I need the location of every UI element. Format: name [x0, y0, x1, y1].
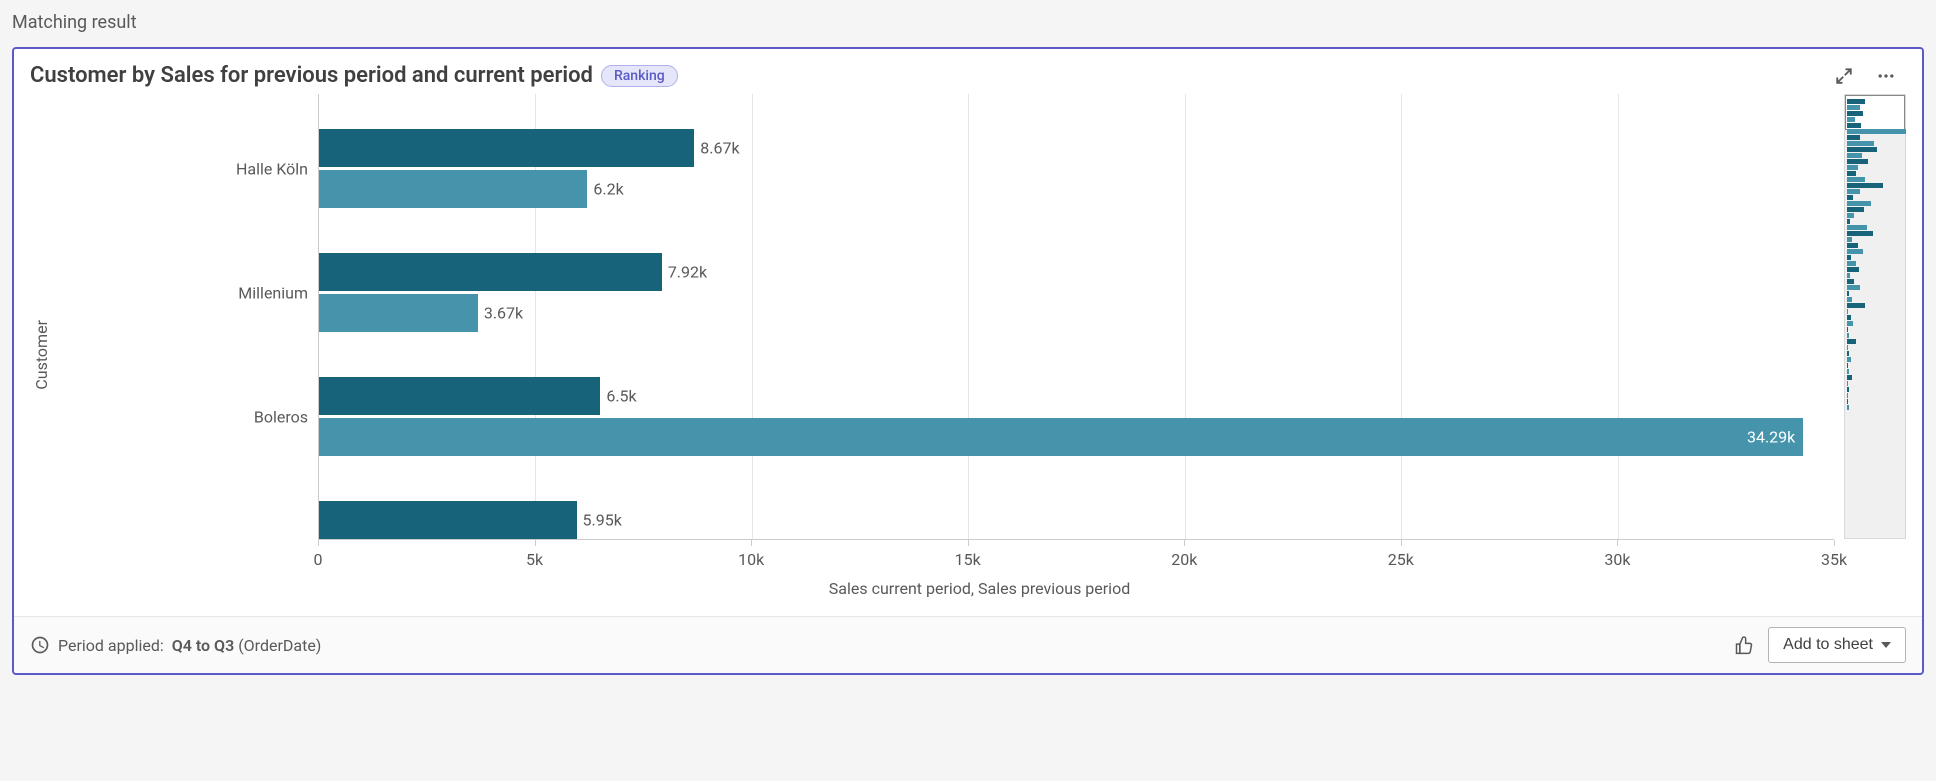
bar-value-label: 6.2k — [593, 180, 623, 199]
x-axis-ticks: 05k10k15k20k25k30k35k — [318, 539, 1834, 579]
thumbs-up-icon[interactable] — [1732, 633, 1756, 657]
y-category-label: Boleros — [254, 407, 308, 426]
x-tick-label: 30k — [1604, 550, 1630, 569]
chart-bar[interactable] — [319, 294, 478, 332]
card-title: Customer by Sales for previous period an… — [30, 63, 593, 88]
y-category-label: Halle Köln — [236, 159, 308, 178]
chart-card: Customer by Sales for previous period an… — [12, 47, 1924, 675]
x-tick-label: 20k — [1171, 550, 1197, 569]
card-header: Customer by Sales for previous period an… — [14, 49, 1922, 94]
bar-value-label: 3.67k — [484, 304, 523, 323]
plot-area[interactable]: 8.67k 6.2k 7.92k 3.67k 6.5k 34.29k 5.95k — [318, 94, 1834, 539]
chart-area: Customer Halle Köln Millenium Boleros 8.67… — [14, 94, 1922, 616]
x-tick-label: 10k — [738, 550, 764, 569]
x-tick-label: 15k — [955, 550, 981, 569]
chart-minimap[interactable] — [1844, 94, 1906, 539]
bar-value-label: 6.5k — [606, 387, 636, 406]
x-tick-label: 25k — [1388, 550, 1414, 569]
y-axis-labels: Halle Köln Millenium Boleros — [53, 94, 318, 539]
ranking-badge: Ranking — [601, 65, 678, 87]
y-axis-title: Customer — [30, 320, 53, 390]
bar-value-label: 7.92k — [668, 263, 707, 282]
chart-bar[interactable] — [319, 129, 694, 167]
x-tick-label: 35k — [1821, 550, 1847, 569]
chart-bar[interactable] — [319, 377, 600, 415]
chevron-down-icon — [1881, 642, 1891, 648]
chart-bar[interactable]: 34.29k — [319, 418, 1803, 456]
chart-bar[interactable] — [319, 170, 587, 208]
chart-bar[interactable] — [319, 501, 577, 539]
bar-value-label: 34.29k — [1747, 428, 1795, 447]
period-applied-text: Period applied: Q4 to Q3 (OrderDate) — [58, 636, 321, 655]
card-footer: Period applied: Q4 to Q3 (OrderDate) Add… — [14, 616, 1922, 673]
x-tick-label: 0 — [314, 550, 323, 569]
x-tick-label: 5k — [526, 550, 543, 569]
expand-icon[interactable] — [1832, 64, 1856, 88]
chart-bar[interactable] — [319, 253, 662, 291]
clock-icon — [30, 635, 50, 655]
x-axis-title: Sales current period, Sales previous per… — [53, 579, 1906, 616]
bar-value-label: 5.95k — [583, 511, 622, 530]
add-to-sheet-button[interactable]: Add to sheet — [1768, 627, 1906, 663]
y-category-label: Millenium — [238, 283, 308, 302]
section-label: Matching result — [12, 8, 1924, 37]
more-menu-icon[interactable] — [1874, 64, 1898, 88]
bar-value-label: 8.67k — [700, 139, 739, 158]
